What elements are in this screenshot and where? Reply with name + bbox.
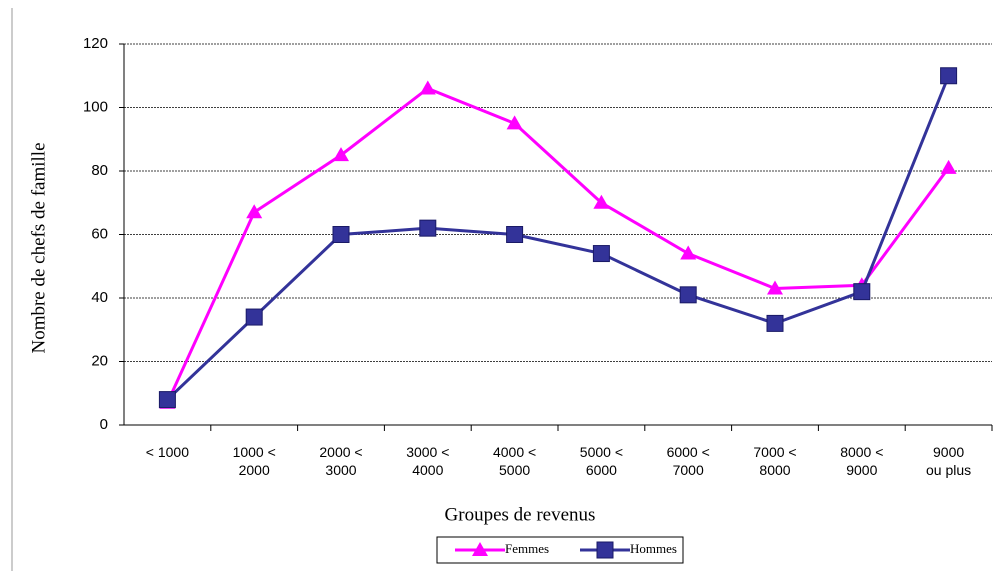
data-point xyxy=(333,147,349,162)
x-tick-label: < 1000 xyxy=(145,444,189,460)
legend-box xyxy=(436,536,684,564)
y-tick-label: 60 xyxy=(91,225,108,242)
legend-label: Femmes xyxy=(505,541,549,556)
y-axis-label: Nombre de chefs de famille xyxy=(28,142,49,353)
data-point xyxy=(419,219,437,237)
x-tick-label: 8000 < 9000 xyxy=(840,444,884,478)
y-tick-label: 100 xyxy=(83,98,108,115)
x-tick-label: 1000 < 2000 xyxy=(232,444,276,478)
data-point xyxy=(679,286,697,304)
data-point xyxy=(680,245,697,260)
data-point xyxy=(940,159,957,174)
x-tick-label: 3000 < 4000 xyxy=(406,444,450,478)
data-point xyxy=(332,226,350,243)
data-point xyxy=(767,280,783,295)
y-tick-label: 80 xyxy=(91,162,108,179)
legend-marker xyxy=(596,541,614,559)
series-line xyxy=(166,86,950,404)
y-tick-label: 120 xyxy=(83,35,108,52)
x-tick-label: 2000 < 3000 xyxy=(319,444,363,478)
data-point xyxy=(853,283,871,301)
x-tick-label: 9000 ou plus xyxy=(926,444,972,478)
data-point xyxy=(593,194,610,209)
data-point xyxy=(245,308,263,326)
data-point xyxy=(506,226,524,243)
y-tick-label: 0 xyxy=(100,416,108,433)
data-point xyxy=(246,204,263,219)
x-tick-label: 5000 < 6000 xyxy=(579,444,623,478)
y-tick-label: 40 xyxy=(91,289,108,306)
data-point xyxy=(506,115,523,130)
series-line xyxy=(166,75,950,401)
x-axis-label: Groupes de revenus xyxy=(445,504,596,525)
data-point xyxy=(940,67,958,85)
y-tick-label: 20 xyxy=(91,352,108,369)
x-tick-label: 4000 < 5000 xyxy=(492,444,537,478)
data-point xyxy=(592,245,610,263)
data-point xyxy=(158,391,176,409)
legend-label: Hommes xyxy=(630,541,677,556)
data-point xyxy=(766,314,784,332)
x-tick-label: 6000 < 7000 xyxy=(666,444,710,478)
legend-marker xyxy=(472,542,488,556)
data-point xyxy=(419,80,436,95)
x-tick-label: 7000 < 8000 xyxy=(753,444,797,478)
